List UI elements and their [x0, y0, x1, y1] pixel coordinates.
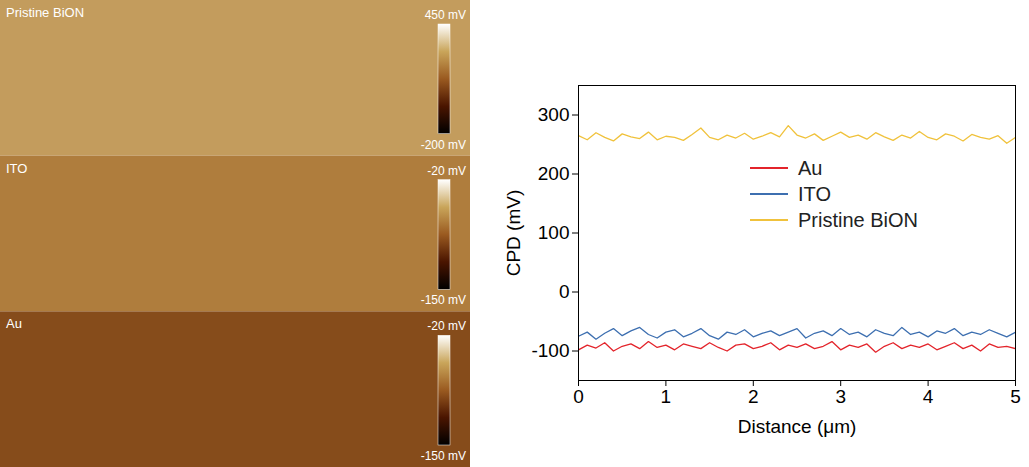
html-text:ITO: ITO — [798, 182, 831, 205]
svg-text:Au: Au — [6, 316, 22, 331]
svg-text:0: 0 — [573, 386, 584, 407]
svg-text:-200 mV: -200 mV — [421, 138, 466, 152]
svg-text:-150 mV: -150 mV — [421, 449, 466, 463]
svg-text:1: 1 — [661, 386, 672, 407]
svg-text:-100: -100 — [531, 340, 569, 361]
html-text:Pristine BiON: Pristine BiON — [798, 208, 918, 231]
svg-text:-150 mV: -150 mV — [421, 293, 466, 307]
svg-text:CPD (mV): CPD (mV) — [503, 190, 524, 277]
svg-text:450 mV: 450 mV — [425, 8, 466, 22]
svg-text:300: 300 — [538, 104, 570, 125]
svg-text:Pristine BiON: Pristine BiON — [6, 5, 84, 20]
svg-text:-20 mV: -20 mV — [427, 319, 466, 333]
html-text:Au: Au — [798, 156, 823, 179]
svg-text:3: 3 — [835, 386, 846, 407]
svg-text:-20 mV: -20 mV — [427, 164, 466, 178]
svg-text:2: 2 — [748, 386, 759, 407]
svg-text:ITO: ITO — [6, 161, 27, 176]
svg-text:5: 5 — [1010, 386, 1021, 407]
svg-text:0: 0 — [559, 281, 570, 302]
svg-text:4: 4 — [923, 386, 934, 407]
svg-text:200: 200 — [538, 163, 570, 184]
svg-text:Distance (μm): Distance (μm) — [738, 416, 857, 437]
svg-text:100: 100 — [538, 222, 570, 243]
